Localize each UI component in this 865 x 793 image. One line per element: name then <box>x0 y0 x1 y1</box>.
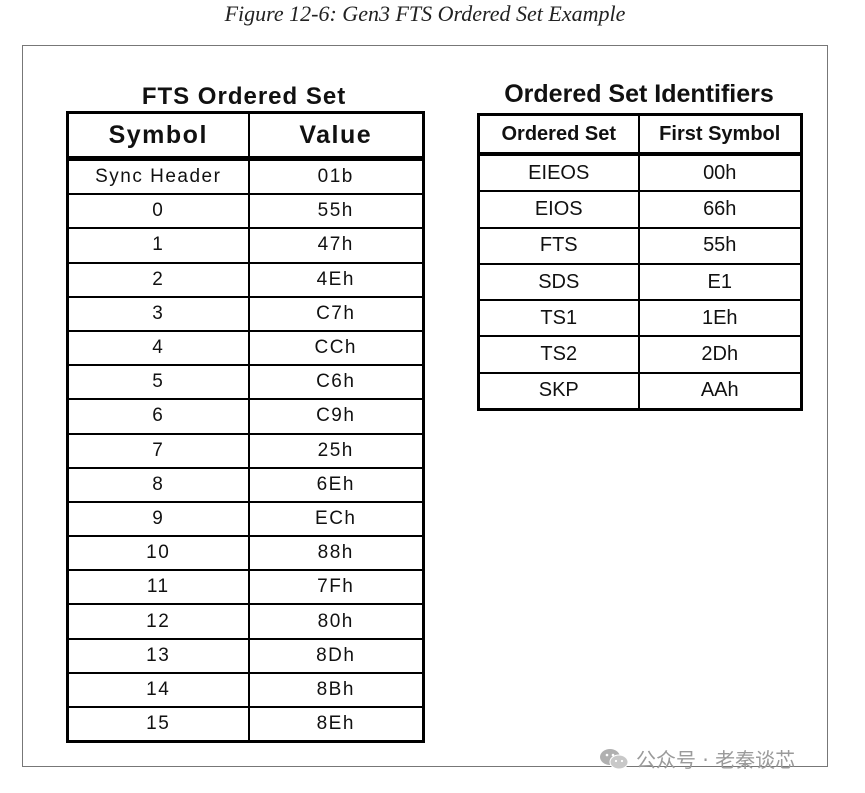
table-row: 5 C6h <box>67 365 424 401</box>
table-cell: 9 <box>67 501 250 538</box>
table-header-row: Symbol Value <box>67 112 424 161</box>
table-cell: CCh <box>248 330 424 367</box>
table-cell: TS1 <box>478 300 640 338</box>
table-row: SKP AAh <box>478 372 802 411</box>
table-cell: 4 <box>67 330 250 367</box>
column-header-value: Value <box>248 112 424 161</box>
watermark-text: 公众号 · 老秦谈芯 <box>636 748 796 772</box>
table-cell: 55h <box>248 194 424 230</box>
table-cell: EIOS <box>478 191 640 229</box>
table-cell: AAh <box>638 372 802 411</box>
table-cell: 6 <box>67 399 250 435</box>
table-cell: 8Eh <box>248 707 424 743</box>
column-header-ordered-set: Ordered Set <box>478 114 640 156</box>
table-cell: Sync Header <box>67 158 250 196</box>
table-cell: E1 <box>638 263 802 302</box>
table-cell: C9h <box>248 399 424 435</box>
table-cell: 11 <box>67 570 250 606</box>
table-cell: 55h <box>638 227 802 265</box>
table-cell: 00h <box>638 154 802 193</box>
table-cell: 7 <box>67 433 250 469</box>
figure-caption: Figure 12-6: Gen3 FTS Ordered Set Exampl… <box>224 1 626 26</box>
table-cell: 12 <box>67 604 250 640</box>
table-row: FTS 55h <box>478 227 802 265</box>
table-cell: 3 <box>67 296 250 332</box>
table-cell: TS2 <box>478 336 640 374</box>
table-cell: 6Eh <box>248 467 424 503</box>
table-row: EIOS 66h <box>478 191 802 229</box>
table-row: TS1 1Eh <box>478 300 802 338</box>
watermark: 公众号 · 老秦谈芯 <box>598 744 795 773</box>
table-row: 13 8Dh <box>67 638 424 674</box>
table-cell: 25h <box>248 433 424 469</box>
table-row: 1 47h <box>67 228 424 264</box>
column-header-symbol: Symbol <box>67 112 250 161</box>
table-row: 10 88h <box>67 536 424 572</box>
table-cell: C7h <box>248 296 424 332</box>
table-cell: 8 <box>67 467 250 503</box>
table-cell: 15 <box>67 707 250 743</box>
table-cell: 8Dh <box>248 638 424 674</box>
table-cell: C6h <box>248 365 424 401</box>
table-row: 14 8Bh <box>67 672 424 709</box>
table-cell: 47h <box>248 228 424 264</box>
table-cell: 1Eh <box>638 300 802 338</box>
table-cell: 10 <box>67 536 250 572</box>
table-row: 7 25h <box>67 433 424 469</box>
table-cell: 1 <box>67 228 250 264</box>
table-row: EIEOS 00h <box>478 154 802 193</box>
table-cell: SKP <box>478 372 640 411</box>
table-row: TS2 2Dh <box>478 336 802 374</box>
table-row: SDS E1 <box>478 263 802 302</box>
os-table-title: Ordered Set Identifiers <box>504 80 774 108</box>
table-row: 2 4Eh <box>67 262 424 298</box>
table-row: 15 8Eh <box>67 707 424 743</box>
table-cell: 0 <box>67 194 250 230</box>
table-cell: 80h <box>248 604 424 640</box>
table-row: 12 80h <box>67 604 424 640</box>
table-cell: 4Eh <box>248 262 424 298</box>
table-cell: 13 <box>67 638 250 674</box>
table-cell: ECh <box>248 501 424 538</box>
column-header-first-symbol: First Symbol <box>638 114 802 156</box>
table-cell: EIEOS <box>478 154 640 193</box>
table-cell: 01b <box>248 158 424 196</box>
table-cell: FTS <box>478 227 640 265</box>
table-row: Sync Header 01b <box>67 158 424 196</box>
table-row: 9 ECh <box>67 501 424 538</box>
table-row: 11 7Fh <box>67 570 424 606</box>
ordered-set-identifiers-table: Ordered Set First Symbol EIEOS 00h EIOS 66h… <box>477 113 803 412</box>
figure-frame <box>22 45 828 767</box>
table-cell: 7Fh <box>248 570 424 606</box>
table-header-row: Ordered Set First Symbol <box>478 114 802 156</box>
wechat-icon <box>598 747 630 771</box>
table-cell: 14 <box>67 672 250 709</box>
table-row: 0 55h <box>67 194 424 230</box>
table-row: 4 CCh <box>67 330 424 367</box>
table-row: 6 C9h <box>67 399 424 435</box>
table-row: 8 6Eh <box>67 467 424 503</box>
fts-table-title: FTS Ordered Set <box>141 83 347 110</box>
table-cell: SDS <box>478 263 640 302</box>
table-cell: 8Bh <box>248 672 424 709</box>
table-cell: 5 <box>67 365 250 401</box>
fts-ordered-set-table: Symbol Value Sync Header 01b 0 55h 1 47h 2 4Eh 3… <box>66 111 425 744</box>
table-row: 3 C7h <box>67 296 424 332</box>
table-cell: 2 <box>67 262 250 298</box>
table-cell: 88h <box>248 536 424 572</box>
table-cell: 66h <box>638 191 802 229</box>
table-cell: 2Dh <box>638 336 802 374</box>
